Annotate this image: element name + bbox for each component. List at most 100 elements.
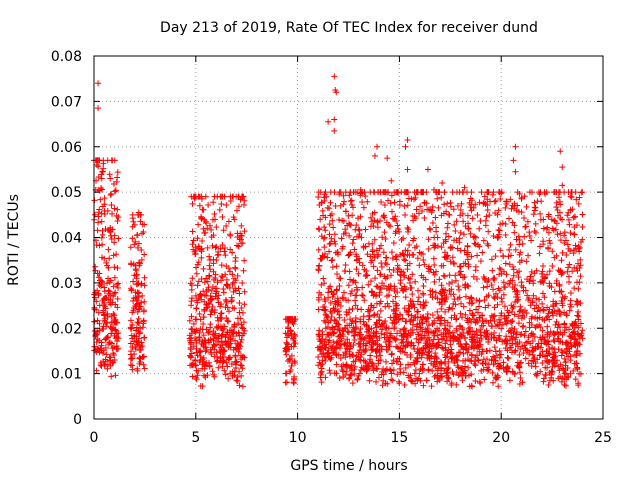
- data-point: [558, 288, 565, 295]
- data-point: [510, 205, 517, 212]
- data-point: [135, 328, 142, 335]
- data-point: [484, 240, 491, 247]
- data-point: [421, 215, 428, 222]
- data-point: [358, 234, 365, 241]
- data-point: [519, 240, 526, 247]
- data-point: [553, 277, 560, 284]
- data-point: [474, 339, 481, 346]
- data-point: [368, 278, 375, 285]
- data-point: [225, 318, 232, 325]
- data-point: [402, 294, 409, 301]
- data-point: [193, 305, 200, 312]
- data-point: [357, 316, 364, 323]
- data-point: [540, 225, 547, 232]
- data-point: [127, 325, 134, 332]
- data-point: [485, 228, 492, 235]
- data-point: [342, 372, 349, 379]
- data-point: [359, 199, 366, 206]
- data-point: [129, 223, 136, 230]
- data-point: [544, 224, 551, 231]
- data-point: [188, 286, 195, 293]
- data-point: [430, 269, 437, 276]
- data-point: [404, 309, 411, 316]
- data-point: [389, 377, 396, 384]
- data-point: [441, 189, 448, 196]
- data-point: [557, 214, 564, 221]
- data-point: [506, 377, 513, 384]
- data-point: [325, 331, 332, 338]
- data-point: [323, 193, 330, 200]
- data-point: [447, 244, 454, 251]
- data-point: [454, 245, 461, 252]
- data-point: [454, 362, 461, 369]
- data-point: [368, 347, 375, 354]
- data-point: [219, 331, 226, 338]
- data-point: [315, 353, 322, 360]
- data-point: [227, 246, 234, 253]
- data-point: [283, 345, 290, 352]
- data-point: [438, 244, 445, 251]
- data-point: [333, 370, 340, 377]
- data-point: [94, 346, 101, 353]
- data-point: [317, 189, 324, 196]
- data-point: [198, 216, 205, 223]
- data-point: [315, 306, 322, 313]
- data-point: [96, 337, 103, 344]
- data-point: [396, 198, 403, 205]
- data-point: [480, 366, 487, 373]
- data-point: [135, 319, 142, 326]
- data-point: [512, 347, 519, 354]
- data-point: [198, 254, 205, 261]
- data-point: [346, 348, 353, 355]
- data-point: [108, 330, 115, 337]
- data-point: [331, 231, 338, 238]
- data-point: [419, 367, 426, 374]
- data-point: [496, 316, 503, 323]
- data-point: [545, 244, 552, 251]
- data-point: [457, 212, 464, 219]
- data-point: [234, 272, 241, 279]
- data-point: [343, 297, 350, 304]
- data-point: [485, 339, 492, 346]
- data-point: [213, 349, 220, 356]
- data-point: [234, 378, 241, 385]
- data-point: [442, 298, 449, 305]
- data-point: [337, 302, 344, 309]
- data-point: [575, 200, 582, 207]
- data-point: [485, 361, 492, 368]
- data-point: [195, 259, 202, 266]
- data-point: [107, 292, 114, 299]
- data-point: [392, 213, 399, 220]
- data-point: [470, 273, 477, 280]
- data-point: [551, 288, 558, 295]
- data-point: [228, 294, 235, 301]
- data-point: [526, 229, 533, 236]
- data-point: [193, 327, 200, 334]
- data-point: [429, 340, 436, 347]
- data-point: [375, 374, 382, 381]
- data-point: [464, 212, 471, 219]
- data-point: [533, 295, 540, 302]
- data-point: [345, 309, 352, 316]
- data-point: [545, 381, 552, 388]
- data-point: [438, 282, 445, 289]
- data-point: [410, 235, 417, 242]
- y-axis-label: ROTI / TECUs: [6, 194, 22, 286]
- data-point: [489, 314, 496, 321]
- data-point: [549, 248, 556, 255]
- data-point: [372, 275, 379, 282]
- data-point: [128, 348, 135, 355]
- data-point: [479, 312, 486, 319]
- data-point: [567, 207, 574, 214]
- data-point: [132, 238, 139, 245]
- data-point: [115, 335, 122, 342]
- data-point: [437, 370, 444, 377]
- data-point: [204, 372, 211, 379]
- data-point: [497, 266, 504, 273]
- data-point: [200, 314, 207, 321]
- data-point: [497, 247, 504, 254]
- data-point: [482, 360, 489, 367]
- data-point: [397, 369, 404, 376]
- data-point: [353, 353, 360, 360]
- data-point: [332, 323, 339, 330]
